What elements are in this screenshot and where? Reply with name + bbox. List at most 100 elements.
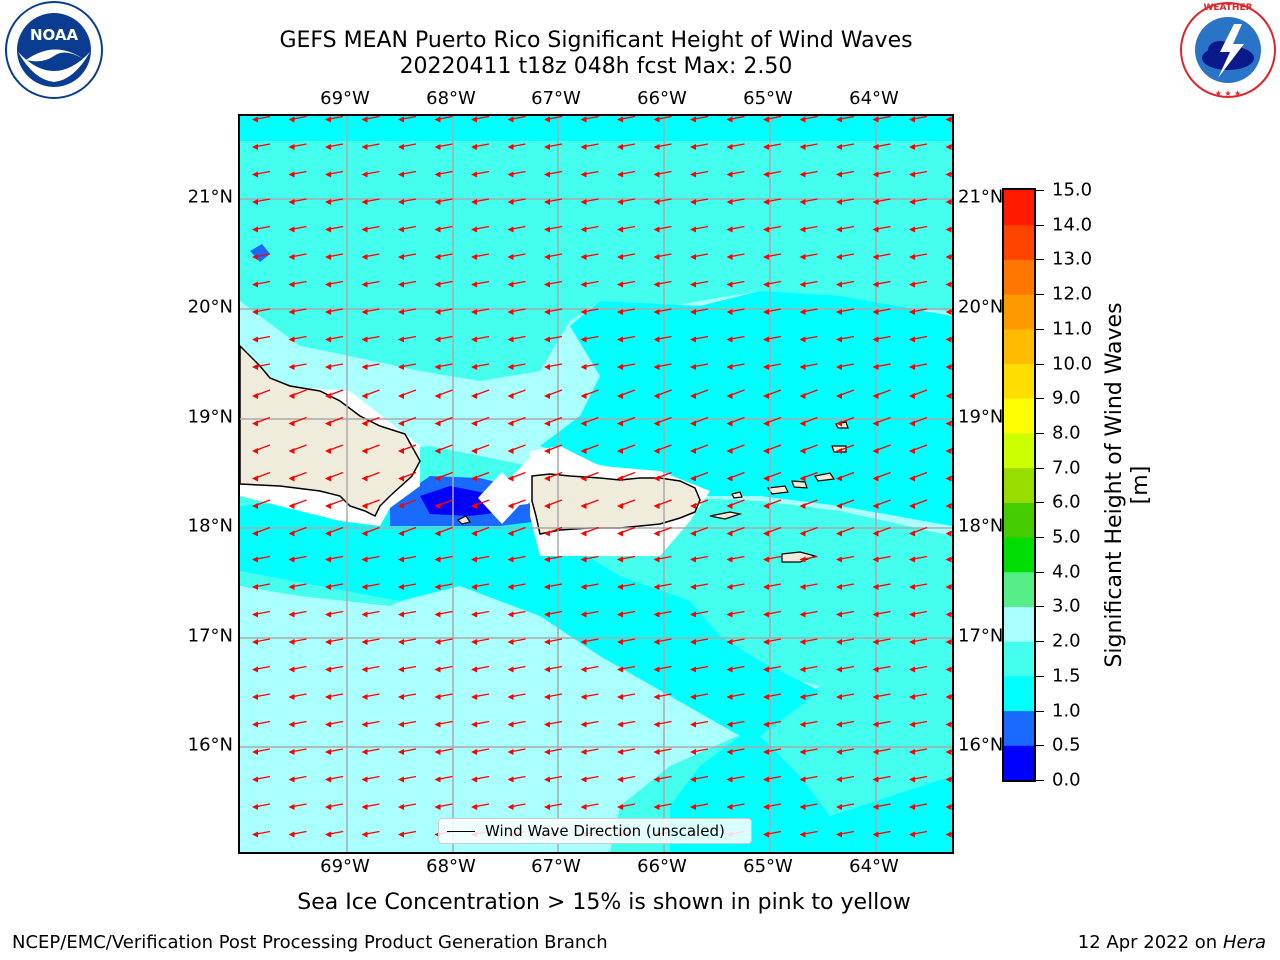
colorbar-segment <box>1004 224 1034 260</box>
wind-wave-arrow <box>690 280 709 288</box>
wind-wave-arrow <box>653 389 672 399</box>
wind-wave-arrow <box>909 225 928 233</box>
wind-wave-arrow <box>799 610 818 618</box>
wind-wave-arrow <box>398 638 417 645</box>
wind-wave-arrow <box>325 308 344 315</box>
wind-wave-arrow <box>690 444 709 454</box>
wind-wave-arrow <box>325 335 344 343</box>
wind-wave-arrow <box>580 555 599 563</box>
wind-wave-arrow <box>653 583 672 590</box>
wind-wave-arrow <box>544 748 563 755</box>
colorbar-segment <box>1004 675 1034 712</box>
wave-band-low <box>250 244 270 262</box>
wind-wave-arrow <box>252 526 271 537</box>
wind-wave-arrow <box>325 280 344 288</box>
wind-wave-arrow <box>507 638 526 645</box>
wind-wave-arrow <box>361 444 380 454</box>
wind-wave-arrow <box>836 720 855 728</box>
wind-wave-arrow <box>726 143 745 150</box>
wind-wave-arrow <box>836 610 855 618</box>
nws-logo: WEATHER ★ ★ ★ <box>1178 0 1278 104</box>
wind-wave-arrow <box>799 225 818 233</box>
wind-wave-arrow <box>872 665 891 673</box>
wind-wave-arrow <box>398 803 417 810</box>
wind-wave-arrow <box>799 720 818 728</box>
wind-wave-arrow <box>909 416 928 427</box>
noaa-logo: NOAA <box>4 0 104 104</box>
colorbar-tick <box>1036 606 1044 608</box>
wind-wave-arrow <box>471 803 490 810</box>
wind-wave-arrow <box>434 308 453 315</box>
wind-wave-arrow <box>398 335 417 343</box>
wind-wave-arrow <box>690 416 709 427</box>
colorbar-tick-label: 6.0 <box>1052 491 1081 513</box>
wind-wave-arrow <box>909 471 928 482</box>
wind-wave-arrow <box>799 775 818 783</box>
wind-wave-arrow <box>288 720 307 728</box>
wind-wave-arrow <box>507 583 526 590</box>
wind-wave-arrow <box>836 693 855 700</box>
colorbar-segment <box>1004 745 1034 781</box>
wind-wave-arrow <box>836 803 855 810</box>
colorbar-tick-label: 1.0 <box>1052 700 1081 722</box>
wind-wave-arrow <box>872 638 891 645</box>
wind-wave-arrow <box>617 583 636 590</box>
wind-wave-arrow <box>325 116 344 123</box>
wind-wave-arrow <box>945 530 952 537</box>
chart-subtitle: 20220411 t18z 048h fcst Max: 2.50 <box>399 54 793 79</box>
wind-wave-arrow <box>909 280 928 288</box>
wind-wave-arrow <box>252 389 271 399</box>
wind-wave-arrow <box>252 170 271 178</box>
wind-wave-arrow <box>653 444 672 454</box>
wind-wave-arrow <box>836 638 855 645</box>
wind-wave-arrow <box>361 389 380 399</box>
colorbar-tick-label: 11.0 <box>1052 318 1093 340</box>
wind-wave-arrow <box>872 253 891 260</box>
wind-wave-arrow <box>799 693 818 700</box>
wind-wave-arrow <box>361 416 380 427</box>
lon-label-top: 67°W <box>531 88 581 109</box>
wind-wave-arrow <box>799 499 818 509</box>
wind-wave-arrow <box>653 280 672 288</box>
colorbar-tick <box>1036 294 1044 296</box>
wind-wave-arrow <box>471 143 490 150</box>
colorbar-tick <box>1036 467 1044 469</box>
wind-wave-arrow <box>836 830 855 838</box>
wind-wave-arrow <box>836 280 855 288</box>
wind-wave-arrow <box>872 280 891 288</box>
wind-wave-arrow <box>580 665 599 673</box>
wind-wave-arrow <box>763 143 782 150</box>
wind-wave-arrow <box>580 444 599 454</box>
wind-wave-arrow <box>507 499 526 509</box>
wind-wave-arrow <box>836 471 855 482</box>
wind-wave-arrow <box>471 499 490 509</box>
lat-label-left: 20°N <box>187 296 233 318</box>
wind-wave-arrow <box>325 363 344 370</box>
wind-wave-arrow <box>580 198 599 205</box>
wind-wave-arrow <box>726 444 745 454</box>
wind-wave-arrow <box>471 198 490 205</box>
wind-wave-arrow <box>252 225 271 233</box>
lat-label-right: 21°N <box>958 186 1004 208</box>
culebra-island <box>731 491 743 499</box>
wind-wave-arrow <box>434 748 453 755</box>
wind-wave-arrow <box>945 694 952 700</box>
wind-wave-arrow <box>288 116 307 123</box>
wind-wave-arrow <box>799 335 818 343</box>
wind-wave-arrow <box>507 775 526 783</box>
wind-wave-arrow <box>726 308 745 315</box>
wind-wave-arrow <box>361 225 380 233</box>
wind-wave-arrow <box>763 748 782 755</box>
wind-wave-arrow <box>361 665 380 673</box>
wind-wave-arrow <box>726 803 745 810</box>
wind-wave-arrow <box>544 665 563 673</box>
wind-wave-arrow <box>507 253 526 260</box>
wind-wave-arrow <box>653 116 672 123</box>
wind-wave-arrow <box>288 693 307 700</box>
wind-wave-arrow <box>726 775 745 783</box>
wind-wave-arrow <box>617 775 636 783</box>
wind-wave-arrow <box>507 335 526 343</box>
colorbar-tick-label: 2.0 <box>1052 630 1081 652</box>
wind-wave-arrow <box>398 280 417 288</box>
wind-wave-arrow <box>763 280 782 288</box>
